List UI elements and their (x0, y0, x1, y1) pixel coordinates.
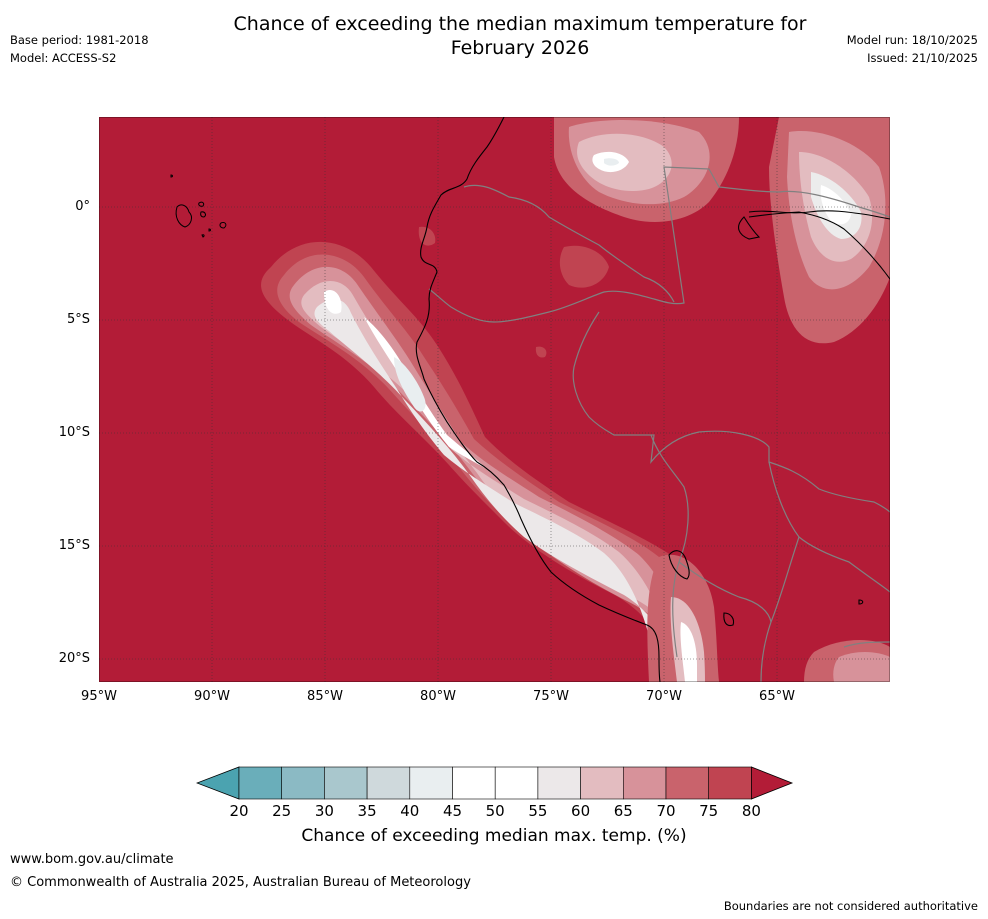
colorbar-tick-80: 80 (741, 802, 761, 820)
lon-label-90w: 90°W (194, 689, 230, 704)
colorbar-tick-25: 25 (272, 802, 292, 820)
colorbar-tick-70: 70 (656, 802, 676, 820)
base-period: Base period: 1981-2018 (10, 33, 149, 47)
lat-label-0: 0° (75, 199, 90, 214)
colorbar (196, 766, 794, 800)
lon-label-95w: 95°W (81, 689, 117, 704)
colorbar-tick-75: 75 (699, 802, 719, 820)
colorbar-tick-45: 45 (442, 802, 463, 820)
model-name: Model: ACCESS-S2 (10, 51, 117, 65)
galapagos-islands (170, 174, 227, 238)
lon-label-70w: 70°W (646, 689, 682, 704)
forecast-map (99, 117, 890, 682)
colorbar-bin-60 (580, 766, 624, 800)
lon-label-85w: 85°W (307, 689, 343, 704)
colorbar-bin-30 (324, 766, 368, 800)
disclaimer-text: Boundaries are not considered authoritat… (723, 899, 978, 913)
issued-date: Issued: 21/10/2025 (867, 51, 978, 65)
colorbar-bin-45 (452, 766, 496, 800)
colorbar-tick-40: 40 (400, 802, 420, 820)
lon-label-65w: 65°W (759, 689, 795, 704)
colorbar-bin-20 (238, 766, 283, 800)
copyright-text: © Commonwealth of Australia 2025, Austra… (10, 875, 471, 890)
colorbar-tick-50: 50 (485, 802, 505, 820)
lon-label-80w: 80°W (420, 689, 456, 704)
contour-band-55 (314, 299, 679, 682)
meta-right: Model run: 18/10/2025 Issued: 21/10/2025 (847, 31, 978, 67)
colorbar-tick-20: 20 (229, 802, 249, 820)
colorbar-tick-35: 35 (357, 802, 377, 820)
meta-left: Base period: 1981-2018 Model: ACCESS-S2 (10, 31, 149, 67)
colorbar-tick-30: 30 (314, 802, 334, 820)
colorbar-bin-25 (281, 766, 325, 800)
lat-label-10s: 10°S (58, 425, 90, 440)
colorbar-bin-55 (537, 766, 581, 800)
colorbar-bin-35 (366, 766, 411, 800)
title-line-2: February 2026 (450, 37, 590, 59)
model-run: Model run: 18/10/2025 (846, 33, 978, 47)
colorbar-bin-50 (494, 766, 539, 800)
lat-label-20s: 20°S (58, 651, 90, 666)
contour-band-45 (394, 357, 426, 412)
website-link[interactable]: www.bom.gov.au/climate (10, 852, 174, 867)
gridlines (99, 117, 890, 682)
coastline (415, 117, 890, 682)
colorbar-bin-65 (622, 766, 667, 800)
colorbar-tick-60: 60 (571, 802, 591, 820)
lat-label-5s: 5°S (66, 312, 90, 327)
colorbar-bin-40 (409, 766, 453, 800)
colorbar-label: Chance of exceeding median max. temp. (%… (301, 826, 687, 846)
colorbar-bin-75 (708, 766, 752, 800)
title-line-1: Chance of exceeding the median maximum t… (233, 13, 807, 35)
colorbar-tick-55: 55 (528, 802, 548, 820)
colorbar-tick-65: 65 (613, 802, 633, 820)
chart-title: Chance of exceeding the median maximum t… (180, 12, 860, 60)
colorbar-bin-70 (665, 766, 710, 800)
country-borders (428, 166, 890, 682)
colorbar-extend-low (196, 766, 240, 800)
colorbar-extend-high (751, 766, 794, 800)
lat-label-15s: 15°S (58, 538, 90, 553)
lon-label-75w: 75°W (533, 689, 569, 704)
